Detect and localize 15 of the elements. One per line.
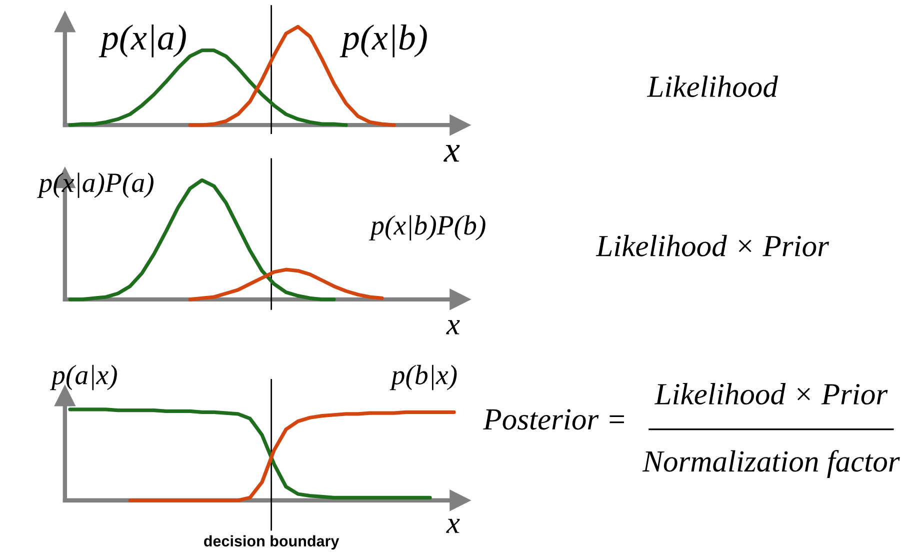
- series-label: p(b|x): [390, 364, 457, 390]
- text: Likelihood × Prior: [596, 234, 830, 256]
- series-label: p(x|a)P(a): [37, 172, 154, 198]
- x-axis-title: x: [446, 518, 460, 533]
- text: Likelihood: [646, 76, 778, 98]
- x-axis-title: x: [446, 320, 460, 334]
- series-label: p(x|b)P(b): [368, 215, 486, 240]
- series-label: p(a|x): [50, 364, 117, 390]
- text: Posterior =: [483, 409, 624, 430]
- text: Likelihood × Prior: [654, 383, 888, 405]
- text: Normalization factor: [642, 450, 900, 478]
- x-axis-title: x: [444, 144, 460, 162]
- series-label: p(x|a): [98, 24, 186, 58]
- series-label: p(x|b): [340, 24, 427, 58]
- text: decision boundary: [204, 535, 340, 550]
